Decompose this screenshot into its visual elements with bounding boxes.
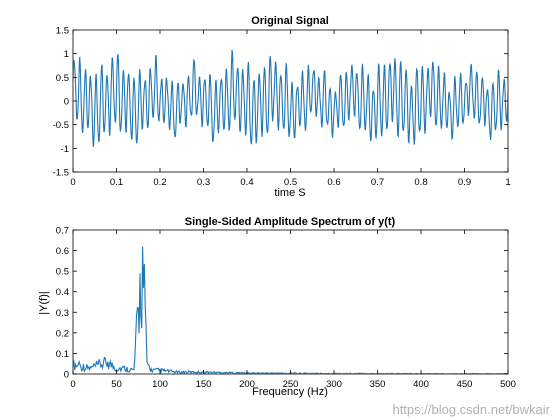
original-signal-axes: Original Signal 0 0.1 0.2 0.3 0.4 0.5 0.6 0.7 0.…: [53, 15, 511, 199]
watermark: https://blog.csdn.net/bwkair: [392, 402, 550, 417]
y-tick-label: 0.4: [56, 287, 69, 298]
x-tick-label: 50: [111, 379, 122, 390]
y-tick-label: 1: [64, 49, 69, 60]
y-tick-label: -1.5: [53, 168, 69, 179]
y-tick-label: 0.3: [56, 308, 69, 319]
x-tick-label: 0.9: [458, 177, 471, 188]
x-tick-label: 200: [239, 379, 255, 390]
x-tick-label: 0.6: [327, 177, 340, 188]
x-tick-label: 0.1: [110, 177, 123, 188]
chart-title: Original Signal: [251, 15, 329, 27]
x-tick-label: 250: [283, 379, 299, 390]
y-tick-label: 0.5: [56, 73, 69, 84]
x-tick-label: 1: [505, 177, 510, 188]
x-tick-label: 0.8: [414, 177, 427, 188]
amplitude-spectrum-axes: Single-Sided Amplitude Spectrum of y(t) …: [38, 216, 516, 398]
x-tick-label: 350: [370, 379, 386, 390]
x-tick-label: 0: [70, 177, 75, 188]
x-axis-label: time S: [274, 187, 305, 199]
x-tick-label: 500: [500, 379, 516, 390]
x-tick-label: 0.5: [284, 177, 297, 188]
x-tick-label: 0.3: [197, 177, 210, 188]
y-axis-label: |Y(f)|: [38, 291, 50, 314]
series-line: [73, 49, 508, 147]
y-tick-label: 0: [64, 97, 69, 108]
x-tick-label: 0.2: [153, 177, 166, 188]
y-tick-label: -1: [61, 144, 69, 155]
chart-title: Single-Sided Amplitude Spectrum of y(t): [185, 216, 396, 228]
x-tick-label: 0.7: [371, 177, 384, 188]
y-tick-label: -0.5: [53, 120, 69, 131]
y-tick-label: 0: [64, 370, 69, 381]
x-tick-label: 300: [326, 379, 342, 390]
axes-frame: [72, 229, 509, 375]
x-tick-label: 0.4: [240, 177, 253, 188]
y-tick-label: 0.1: [56, 349, 69, 360]
x-tick-label: 150: [196, 379, 212, 390]
y-tick-label: 0.5: [56, 267, 69, 278]
x-tick-label: 0: [70, 379, 75, 390]
x-tick-label: 400: [413, 379, 429, 390]
x-axis-label: Frequency (Hz): [252, 386, 328, 398]
x-tick-label: 450: [457, 379, 473, 390]
series-line: [73, 246, 508, 374]
y-tick-label: 0.6: [56, 246, 69, 257]
x-tick-label: 100: [152, 379, 168, 390]
y-tick-label: 0.2: [56, 328, 69, 339]
y-tick-label: 0.7: [56, 226, 69, 237]
y-tick-label: 1.5: [56, 26, 69, 37]
